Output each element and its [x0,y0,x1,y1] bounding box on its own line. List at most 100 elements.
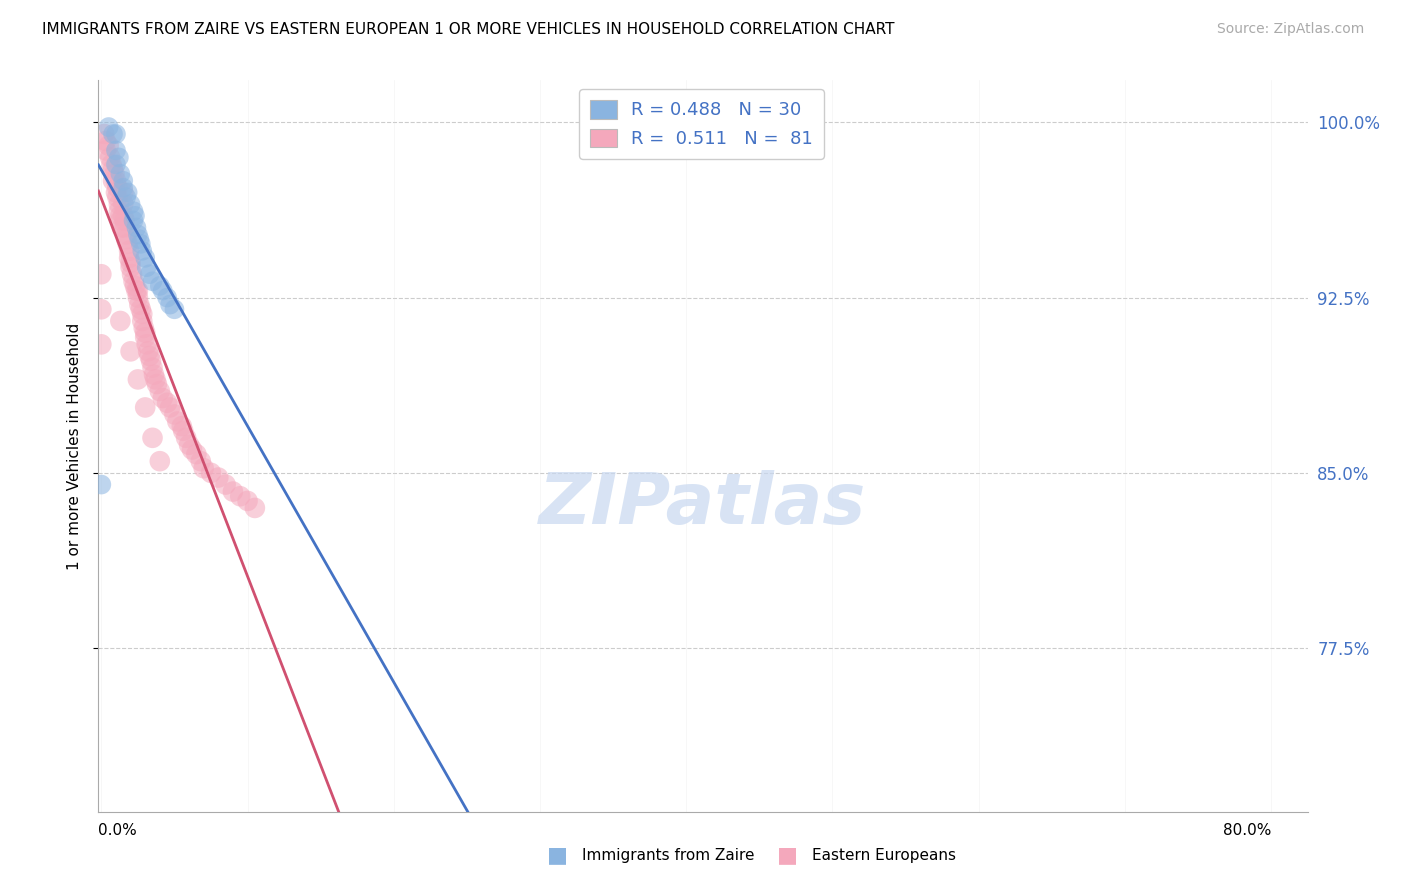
Point [132,321,155,335]
Point [136,344,159,359]
Point [124,279,146,293]
Point [163,302,186,317]
Point [122,274,145,288]
Text: ■: ■ [547,846,568,865]
Point [229,489,252,503]
Point [120,344,142,359]
Point [120,260,142,275]
Point [134,330,156,344]
Point [121,267,143,281]
Point [243,500,266,515]
Point [135,260,157,275]
Point [90,302,112,317]
Point [129,236,152,251]
Point [110,314,132,328]
Point [156,291,179,305]
Point [114,220,136,235]
Point [117,236,139,251]
Point [146,377,169,392]
Point [128,298,150,312]
Point [127,227,149,242]
Text: Immigrants from Zaire: Immigrants from Zaire [582,848,755,863]
Point [90,267,112,281]
Point [97,138,120,153]
Point [190,454,212,468]
Text: 0.0%: 0.0% [98,823,138,838]
Point [177,438,200,452]
Point [104,174,127,188]
Point [134,401,156,415]
Legend: R = 0.488   N = 30, R =  0.511   N =  81: R = 0.488 N = 30, R = 0.511 N = 81 [579,89,824,159]
Point [139,353,162,368]
Point [110,213,132,227]
Text: IMMIGRANTS FROM ZAIRE VS EASTERN EUROPEAN 1 OR MORE VEHICLES IN HOUSEHOLD CORREL: IMMIGRANTS FROM ZAIRE VS EASTERN EUROPEA… [42,22,894,37]
Point [120,197,142,211]
Point [94,144,117,158]
Point [131,307,153,321]
Point [222,484,245,499]
Point [156,396,179,410]
Point [117,186,139,200]
Text: Source: ZipAtlas.com: Source: ZipAtlas.com [1216,22,1364,37]
Point [104,144,127,158]
Text: ■: ■ [778,846,799,865]
Point [159,401,181,415]
Point [141,431,163,445]
Point [127,284,149,298]
Point [127,291,149,305]
Point [112,174,135,188]
Point [214,477,236,491]
Point [125,220,148,235]
Point [115,232,138,246]
Point [104,157,127,171]
Point [149,454,172,468]
Point [170,419,193,434]
Y-axis label: 1 or more Vehicles in Household: 1 or more Vehicles in Household [67,322,83,570]
Point [118,251,141,265]
Point [104,186,127,200]
Point [129,302,152,317]
Point [134,251,156,265]
Point [90,477,112,491]
Point [141,360,163,375]
Point [193,461,215,475]
Point [108,150,131,164]
Point [127,372,149,386]
Point [163,408,186,422]
Point [131,244,153,258]
Point [135,337,157,351]
Point [166,414,188,428]
Point [159,298,181,312]
Point [141,274,163,288]
Point [122,213,145,227]
Point [174,431,197,445]
Point [112,181,135,195]
Point [97,120,120,134]
Point [120,255,142,269]
Point [115,227,138,242]
Point [125,284,148,298]
Point [112,209,135,223]
Point [172,424,194,438]
Point [143,368,166,382]
Point [200,466,222,480]
Point [112,197,135,211]
Point [98,150,121,164]
Point [100,157,122,171]
Point [103,167,125,181]
Point [145,372,167,386]
Point [94,134,117,148]
Point [112,186,135,200]
Point [124,209,146,223]
Point [115,190,138,204]
Point [236,494,259,508]
Point [101,127,124,141]
Point [131,314,153,328]
Point [186,447,208,461]
Point [108,197,131,211]
Point [152,284,174,298]
Point [149,279,172,293]
Point [107,190,129,204]
Point [110,209,132,223]
Text: ZIPatlas: ZIPatlas [540,470,866,539]
